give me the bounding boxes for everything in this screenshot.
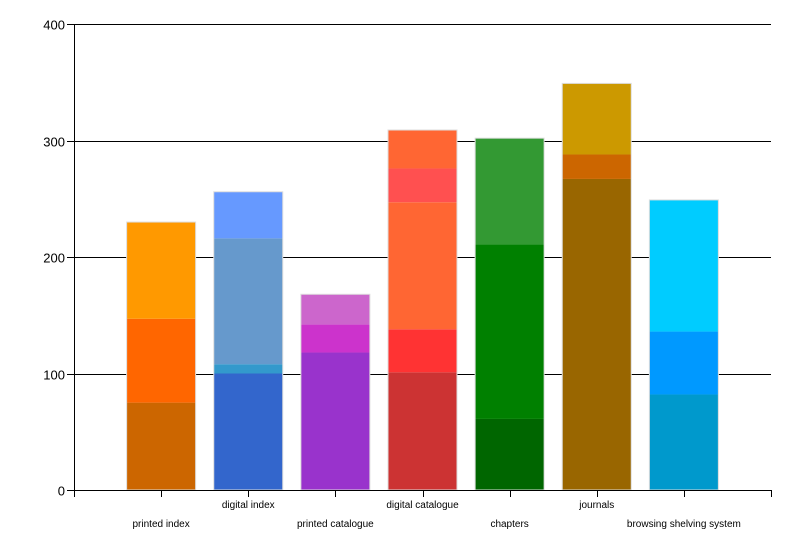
x-tick-label: digital index — [222, 500, 275, 511]
bar-segment — [649, 331, 719, 395]
bar-printed-index — [126, 221, 197, 491]
bar-segment — [300, 324, 370, 353]
bar-segment — [213, 373, 283, 490]
bar-chapters — [474, 137, 545, 491]
bar-segment — [562, 178, 632, 490]
bar-segment — [126, 402, 196, 490]
bar-segment — [475, 418, 545, 490]
bar-digital-catalogue — [387, 129, 458, 491]
bar-segment — [649, 394, 719, 490]
bar-segment — [213, 238, 283, 365]
bar-segment — [388, 168, 457, 203]
y-tick-label: 300 — [43, 135, 65, 150]
y-tick-label: 100 — [43, 368, 65, 383]
y-tick-label: 400 — [43, 18, 65, 33]
x-tick-label: printed catalogue — [297, 519, 374, 530]
bar-segment — [300, 294, 370, 325]
bar-segment — [388, 202, 457, 330]
y-tick-label: 200 — [43, 251, 65, 266]
bar-segment — [649, 199, 719, 332]
bar-browsing-shelving-system — [648, 199, 719, 491]
bar-segment — [475, 244, 545, 419]
x-tick-label: digital catalogue — [386, 500, 459, 511]
bar-segment — [126, 318, 196, 403]
x-tick-label: chapters — [490, 519, 528, 530]
axes: 0 100 200 300 400 printed index digital index p… — [43, 18, 772, 530]
bar-digital-index — [213, 191, 284, 491]
bar-segment — [562, 83, 632, 155]
bar-segment — [300, 352, 370, 490]
x-tick-label: journals — [578, 500, 614, 511]
bar-printed-catalogue — [300, 293, 371, 491]
y-tick-label: 0 — [58, 484, 65, 499]
bar-segment — [213, 191, 283, 239]
bar-segment — [388, 130, 457, 169]
bar-segment — [562, 154, 632, 179]
bar-segment — [213, 364, 283, 374]
bar-segment — [388, 372, 457, 490]
x-tick-label: printed index — [132, 519, 189, 530]
bar-segment — [475, 138, 545, 245]
x-tick-label: browsing shelving system — [627, 519, 741, 530]
bars-group — [126, 82, 719, 491]
bar-segment — [126, 222, 196, 319]
bar-segment — [388, 329, 457, 373]
bar-journals — [561, 82, 632, 491]
